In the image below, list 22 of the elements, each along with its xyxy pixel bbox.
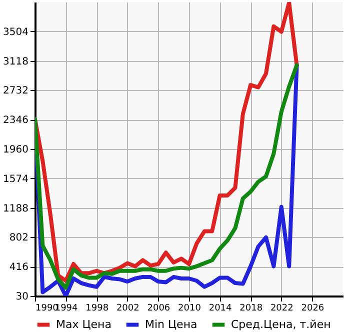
y-tick-label: 802 [9, 232, 28, 244]
x-tick-label: 2022 [270, 304, 294, 314]
x-tick-label: 2010 [178, 304, 202, 314]
y-tick-label: 1574 [3, 174, 28, 185]
legend-label: Min Цена [145, 318, 198, 331]
legend-label: Max Цена [56, 318, 112, 331]
y-tick-label: 416 [9, 262, 28, 274]
x-tick-label: 2018 [240, 304, 263, 314]
y-tick-label: 3504 [3, 26, 28, 38]
legend-label: Сред.Цена, т.йен [231, 318, 331, 331]
y-tick-label: 3118 [3, 56, 28, 68]
y-tick-label: 1188 [3, 203, 28, 214]
y-tick-label: 2346 [3, 115, 28, 126]
y-tick-label: 30 [16, 292, 28, 302]
x-tick-label: 2006 [147, 304, 170, 314]
y-tick-label: 2732 [3, 86, 28, 97]
x-tick-label: 1998 [86, 304, 109, 314]
x-tick-label: 2026 [301, 304, 324, 314]
y-tick-label: 1960 [3, 144, 28, 156]
x-tick-label: 2014 [208, 304, 232, 314]
x-tick-label: 2002 [116, 304, 140, 314]
line-series [35, 2, 299, 283]
